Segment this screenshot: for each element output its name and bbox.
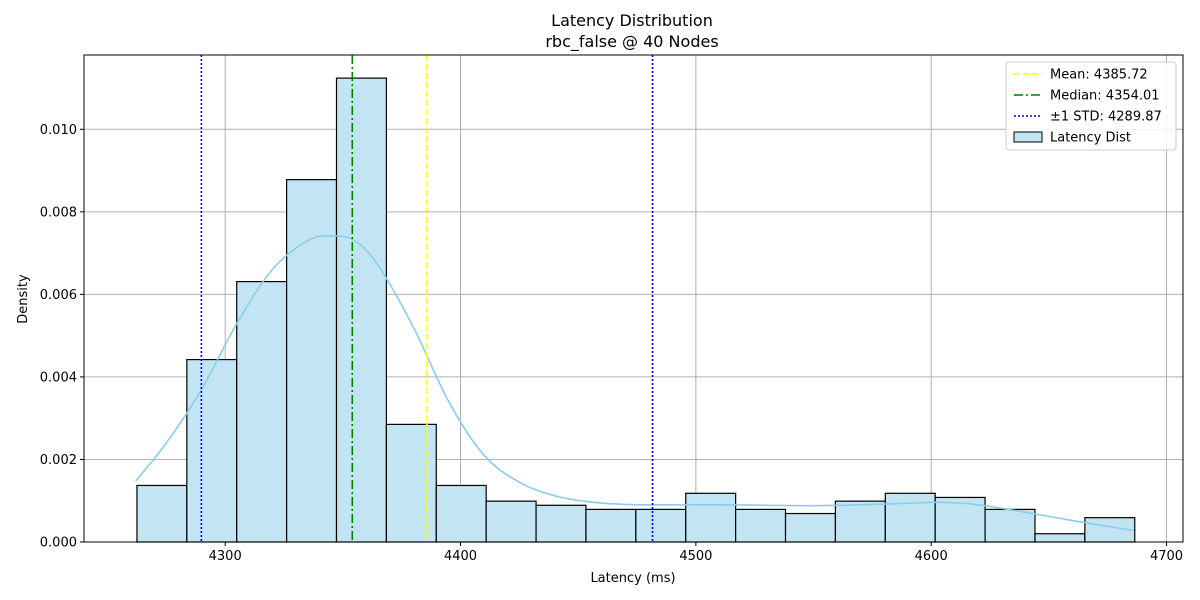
histogram-bar	[485, 500, 537, 543]
x-tick-label: 4700	[1150, 549, 1183, 564]
reference-lines	[200, 55, 654, 542]
y-tick-label: 0.002	[40, 453, 77, 468]
x-tick-label: 4300	[209, 549, 242, 564]
histogram-bars	[136, 77, 1136, 543]
histogram-bar	[535, 504, 587, 543]
histogram-bar	[136, 484, 188, 543]
histogram-bar	[435, 484, 487, 543]
legend-swatch	[1013, 131, 1043, 143]
histogram-bar	[1034, 533, 1086, 543]
histogram-bar	[834, 500, 886, 543]
histogram-bar	[186, 358, 238, 543]
legend: Mean: 4385.72 Median: 4354.01 ±1 STD: 4289…	[1005, 61, 1177, 151]
x-axis-ticks: 4300 4400 4500 4600 4700	[209, 542, 1183, 564]
histogram-bar	[335, 77, 388, 543]
x-tick-label: 4400	[444, 549, 477, 564]
histogram-bar	[236, 280, 288, 543]
histogram-bar	[635, 508, 687, 543]
histogram-bar	[884, 492, 936, 543]
x-tick-label: 4500	[679, 549, 712, 564]
histogram-bar	[286, 179, 338, 543]
x-axis-label: Latency (ms)	[590, 571, 675, 586]
legend-box	[1005, 61, 1177, 151]
chart-title: Latency Distribution	[551, 11, 713, 30]
chart-subtitle: rbc_false @ 40 Nodes	[545, 32, 718, 52]
histogram-bar	[784, 512, 837, 543]
legend-label: ±1 STD: 4289.87	[1050, 110, 1162, 125]
x-tick-label: 4600	[915, 549, 948, 564]
histogram-bar	[685, 492, 737, 543]
y-tick-label: 0.010	[40, 123, 77, 138]
kde-curve	[135, 234, 1134, 532]
y-tick-label: 0.008	[40, 205, 77, 220]
histogram-bar	[385, 423, 437, 543]
plot-frame	[83, 54, 1184, 543]
histogram-bar	[735, 508, 787, 543]
legend-label: Latency Dist	[1050, 131, 1131, 146]
y-tick-label: 0.006	[40, 288, 77, 303]
legend-label: Mean: 4385.72	[1050, 68, 1148, 83]
histogram-bar	[585, 508, 637, 543]
y-tick-label: 0.000	[40, 536, 77, 551]
y-axis-ticks: 0.000 0.002 0.004 0.006 0.008 0.010	[40, 123, 84, 551]
histogram-bar	[984, 508, 1036, 543]
y-tick-label: 0.004	[40, 370, 77, 385]
y-axis-label: Density	[16, 274, 31, 324]
legend-label: Median: 4354.01	[1050, 89, 1160, 104]
